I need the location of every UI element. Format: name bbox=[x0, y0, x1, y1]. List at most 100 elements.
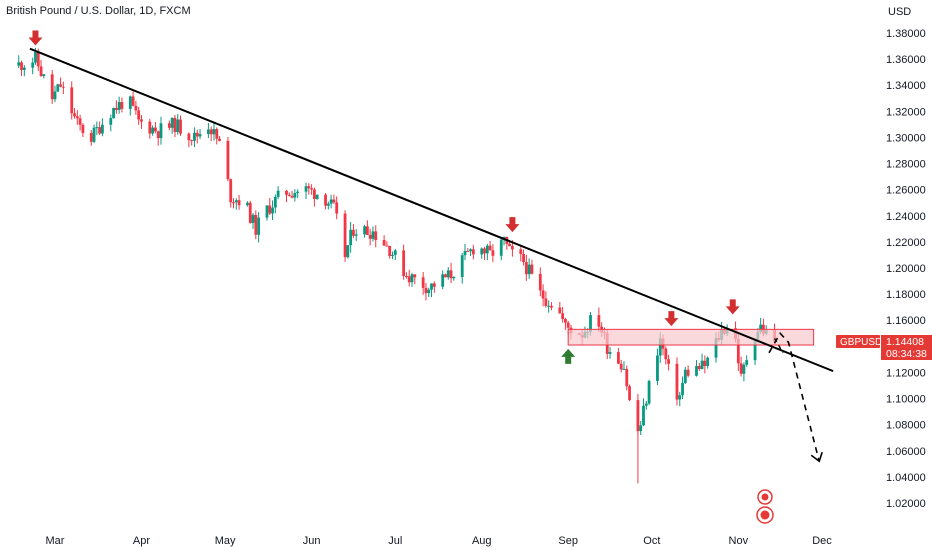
projection-short[interactable] bbox=[773, 338, 784, 354]
projection-layer bbox=[768, 331, 823, 463]
candle bbox=[265, 205, 269, 221]
candle bbox=[622, 361, 626, 371]
time-tick-label: May bbox=[215, 535, 236, 547]
up-arrow-icon[interactable] bbox=[561, 348, 576, 364]
candle-body bbox=[619, 363, 623, 370]
down-arrow-icon[interactable] bbox=[505, 217, 520, 233]
candle bbox=[61, 81, 65, 95]
time-tick-label: Nov bbox=[729, 535, 749, 547]
candle-body bbox=[154, 127, 157, 132]
candle-body bbox=[50, 74, 54, 100]
candle bbox=[664, 346, 668, 365]
candle-body bbox=[215, 129, 219, 139]
candle-body bbox=[36, 52, 40, 67]
economic-events[interactable] bbox=[756, 489, 774, 524]
candle bbox=[405, 272, 408, 279]
candle bbox=[644, 400, 648, 410]
candle-body bbox=[117, 102, 121, 110]
candle bbox=[78, 114, 82, 131]
candle-body bbox=[566, 322, 570, 328]
candle bbox=[109, 114, 113, 132]
resistance-zone[interactable] bbox=[567, 328, 815, 346]
candle bbox=[50, 70, 54, 104]
candle-body bbox=[561, 313, 565, 319]
candle-body bbox=[134, 105, 138, 111]
candle bbox=[148, 118, 152, 139]
price-axis[interactable]: USD 1.38000 1.36000 1.34000 1.32000 1.30000 1… bbox=[886, 6, 926, 510]
candle bbox=[388, 245, 392, 259]
candle-body bbox=[109, 118, 113, 125]
down-arrow-icon[interactable] bbox=[725, 299, 740, 315]
candle-body bbox=[89, 133, 93, 142]
candle bbox=[98, 121, 102, 135]
candle-body bbox=[656, 355, 659, 381]
candle-body bbox=[101, 124, 104, 134]
price-tick-label: 1.36000 bbox=[886, 54, 926, 66]
candle-body bbox=[667, 359, 670, 364]
candle-body bbox=[530, 264, 534, 274]
candle bbox=[112, 107, 115, 119]
candle-body bbox=[257, 217, 261, 235]
down-arrow-icon[interactable] bbox=[28, 30, 43, 46]
candle-body bbox=[70, 87, 74, 114]
candle bbox=[460, 252, 464, 284]
candle-body bbox=[140, 119, 143, 122]
trendline[interactable] bbox=[29, 47, 834, 373]
down-arrow-icon[interactable] bbox=[664, 311, 679, 327]
candle bbox=[229, 178, 233, 208]
candle bbox=[254, 210, 258, 240]
candle bbox=[703, 355, 707, 374]
candle-body bbox=[343, 213, 347, 258]
candle-body bbox=[285, 190, 288, 195]
candle bbox=[410, 272, 414, 287]
candle-body bbox=[75, 116, 79, 119]
candle bbox=[179, 115, 182, 136]
candle-body bbox=[112, 107, 115, 119]
candle bbox=[700, 353, 704, 370]
candle-body bbox=[167, 123, 171, 128]
candle bbox=[207, 122, 210, 139]
candle bbox=[285, 189, 288, 203]
time-tick-label: Dec bbox=[812, 535, 832, 547]
candle-body bbox=[226, 140, 230, 180]
candle-body bbox=[538, 273, 542, 291]
candle bbox=[739, 356, 743, 377]
candle-body bbox=[759, 324, 763, 332]
candle bbox=[268, 197, 272, 215]
candle-body bbox=[159, 123, 163, 139]
candle bbox=[385, 241, 389, 247]
candle bbox=[480, 247, 484, 259]
candle bbox=[363, 224, 366, 238]
candle bbox=[706, 356, 710, 369]
candle bbox=[349, 222, 353, 253]
candle bbox=[273, 194, 277, 214]
candle-body bbox=[745, 360, 749, 365]
candle bbox=[312, 187, 316, 207]
projection-path[interactable] bbox=[768, 331, 820, 462]
candle-body bbox=[522, 254, 525, 263]
candle bbox=[505, 236, 509, 250]
time-axis[interactable]: Mar Apr May Jun Jul Aug Sep Oct Nov Dec bbox=[46, 535, 833, 547]
candle-body bbox=[441, 274, 445, 287]
candle bbox=[324, 193, 327, 210]
candle-body bbox=[407, 276, 411, 283]
candle bbox=[232, 198, 235, 209]
candle bbox=[432, 281, 436, 293]
candle-body bbox=[371, 231, 375, 239]
candle bbox=[290, 190, 294, 199]
candle bbox=[198, 128, 202, 140]
price-tick-label: 1.32000 bbox=[886, 106, 926, 118]
candle-body bbox=[405, 275, 408, 277]
candle-body bbox=[324, 194, 327, 206]
candle bbox=[276, 186, 280, 200]
candle bbox=[391, 251, 394, 260]
candle bbox=[686, 365, 690, 378]
candle-body bbox=[17, 62, 21, 66]
price-tick-label: 1.28000 bbox=[886, 159, 926, 171]
candle bbox=[558, 302, 562, 314]
event-icon bbox=[761, 493, 769, 501]
candle bbox=[488, 240, 492, 251]
candle bbox=[519, 246, 523, 262]
candle bbox=[137, 106, 141, 125]
